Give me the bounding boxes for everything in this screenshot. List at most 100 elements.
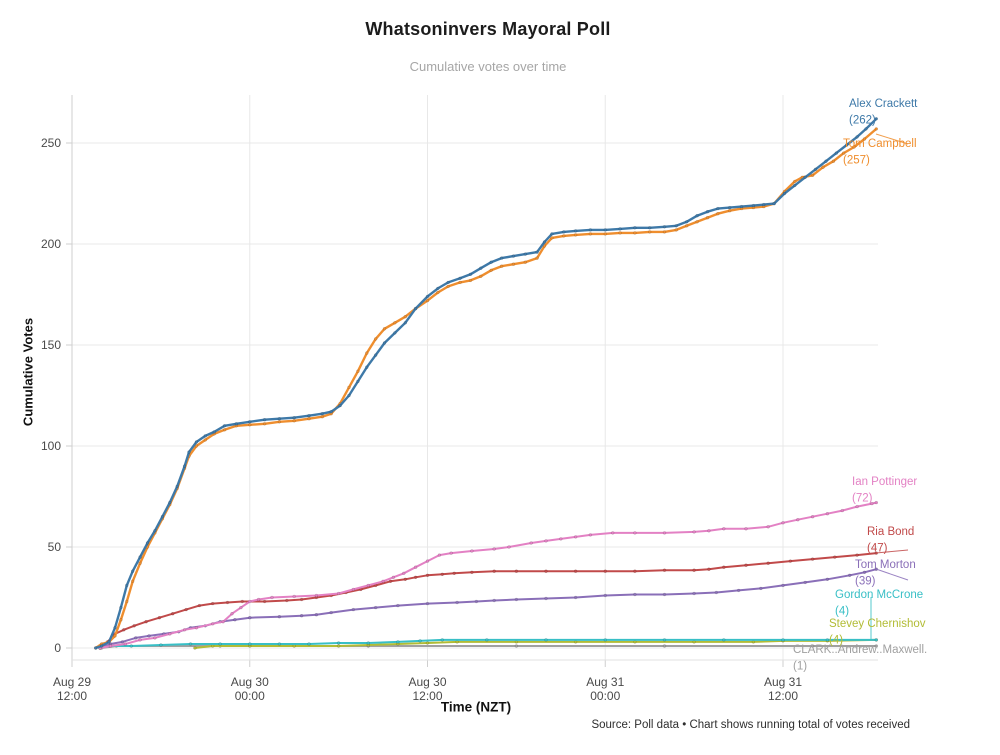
series-point-ian-pottinger xyxy=(610,531,615,535)
series-point-ian-pottinger xyxy=(211,622,215,626)
series-point-ria-bond xyxy=(122,628,126,632)
series-point-clark-andrew-maxwell xyxy=(514,644,519,648)
series-point-alex-crackett xyxy=(705,210,710,214)
series-point-ian-pottinger xyxy=(314,593,319,598)
series-point-alex-crackett xyxy=(131,569,135,573)
series-point-tom-morton xyxy=(314,612,319,617)
series-point-ria-bond xyxy=(211,601,215,606)
series-point-ian-pottinger xyxy=(825,511,830,516)
series-point-ian-pottinger xyxy=(437,553,442,557)
series-point-tom-morton xyxy=(233,617,237,622)
y-tick-label: 150 xyxy=(41,338,61,352)
series-point-gordon-mccrone xyxy=(336,641,341,645)
x-tick-label: Aug 29 xyxy=(53,675,91,689)
series-point-stevey-chernishov xyxy=(514,640,519,644)
series-point-gordon-mccrone xyxy=(159,643,163,647)
series-point-ian-pottinger xyxy=(588,533,593,537)
series-point-gordon-mccrone xyxy=(307,642,311,646)
series-point-alex-crackett xyxy=(874,117,878,121)
series-point-ian-pottinger xyxy=(194,626,199,630)
series-point-ria-bond xyxy=(470,570,474,574)
series-point-ria-bond xyxy=(388,579,393,583)
series-point-ian-pottinger xyxy=(692,530,696,534)
series-point-ian-pottinger xyxy=(230,611,234,616)
series-point-alex-crackett xyxy=(436,286,440,291)
series-point-gordon-mccrone xyxy=(825,638,830,642)
series-point-alex-crackett xyxy=(222,424,227,428)
y-tick-label: 250 xyxy=(41,136,61,150)
source-note: Source: Poll data • Chart shows running … xyxy=(591,719,910,731)
series-point-stevey-chernishov xyxy=(751,640,756,644)
series-count-gordon-mccrone: (4) xyxy=(835,606,849,618)
series-point-alex-crackett xyxy=(684,220,689,224)
series-point-tom-morton xyxy=(492,598,496,603)
series-point-tom-morton xyxy=(120,640,125,644)
series-point-alex-crackett xyxy=(695,214,699,218)
series-point-alex-crackett xyxy=(119,605,123,610)
series-point-ria-bond xyxy=(144,619,148,624)
series-point-stevey-chernishov xyxy=(211,644,215,648)
series-point-tom-campbell xyxy=(458,280,462,285)
series-point-ria-bond xyxy=(788,559,793,563)
series-point-alex-crackett xyxy=(292,416,296,420)
series-point-tom-campbell xyxy=(468,278,473,283)
series-point-tom-campbell xyxy=(222,428,227,432)
x-tick-label: 12:00 xyxy=(57,689,87,703)
series-point-tom-morton xyxy=(299,613,304,618)
series-point-alex-crackett xyxy=(93,646,98,650)
series-point-alex-crackett xyxy=(761,202,766,207)
series-point-tom-campbell xyxy=(647,230,652,234)
series-point-tom-campbell xyxy=(248,423,252,427)
series-point-tom-campbell xyxy=(382,327,387,331)
series-point-ian-pottinger xyxy=(138,638,142,642)
series-point-tom-campbell xyxy=(793,179,797,184)
series-point-ria-bond xyxy=(744,563,748,567)
series-point-ian-pottinger xyxy=(292,594,296,599)
series-point-stevey-chernishov xyxy=(292,644,296,648)
series-count-ian-pottinger: (72) xyxy=(852,493,873,505)
x-tick-label: Aug 31 xyxy=(586,675,624,689)
series-point-ria-bond xyxy=(452,571,456,575)
series-point-gordon-mccrone xyxy=(440,638,444,642)
y-axis-title: Cumulative Votes xyxy=(20,317,36,427)
series-point-alex-crackett xyxy=(365,365,369,369)
series-point-gordon-mccrone xyxy=(874,638,878,642)
series-point-gordon-mccrone xyxy=(129,644,134,648)
series-point-tom-campbell xyxy=(125,599,129,604)
series-point-gordon-mccrone xyxy=(277,642,282,646)
series-point-tom-morton xyxy=(692,591,696,596)
series-point-gordon-mccrone xyxy=(544,638,548,642)
series-point-ian-pottinger xyxy=(529,541,533,545)
series-point-tom-morton xyxy=(803,580,807,585)
series-point-alex-crackett xyxy=(489,260,493,264)
series-point-tom-campbell xyxy=(874,127,878,131)
series-label-tom-morton: Tom Morton xyxy=(855,559,916,571)
series-point-ian-pottinger xyxy=(707,529,711,533)
series-point-tom-morton xyxy=(277,614,282,619)
series-point-tom-campbell xyxy=(393,321,397,325)
series-point-alex-crackett xyxy=(824,159,828,163)
series-point-tom-morton xyxy=(455,600,459,605)
series-point-tom-campbell xyxy=(277,420,282,424)
series-point-tom-campbell xyxy=(320,415,324,419)
series-point-tom-campbell xyxy=(499,264,504,268)
series-point-alex-crackett xyxy=(125,583,129,588)
series-point-tom-morton xyxy=(248,615,252,620)
series-point-tom-campbell xyxy=(113,634,117,638)
series-point-tom-morton xyxy=(633,592,637,597)
series-point-tom-campbell xyxy=(550,236,554,240)
series-point-stevey-chernishov xyxy=(193,646,197,650)
series-point-stevey-chernishov xyxy=(336,644,341,648)
series-point-ria-bond xyxy=(833,555,837,559)
series-label-tom-campbell: Tom Campbell xyxy=(843,138,917,150)
series-point-tom-campbell xyxy=(633,231,637,235)
series-point-ian-pottinger xyxy=(633,531,637,535)
series-point-tom-morton xyxy=(862,570,867,574)
series-point-alex-crackett xyxy=(618,227,622,231)
series-point-tom-morton xyxy=(736,588,741,593)
series-point-ian-pottinger xyxy=(239,605,243,610)
x-tick-label: 12:00 xyxy=(768,689,798,703)
series-point-gordon-mccrone xyxy=(603,638,607,642)
series-label-ria-bond: Ria Bond xyxy=(867,526,914,538)
series-point-tom-morton xyxy=(329,610,333,615)
